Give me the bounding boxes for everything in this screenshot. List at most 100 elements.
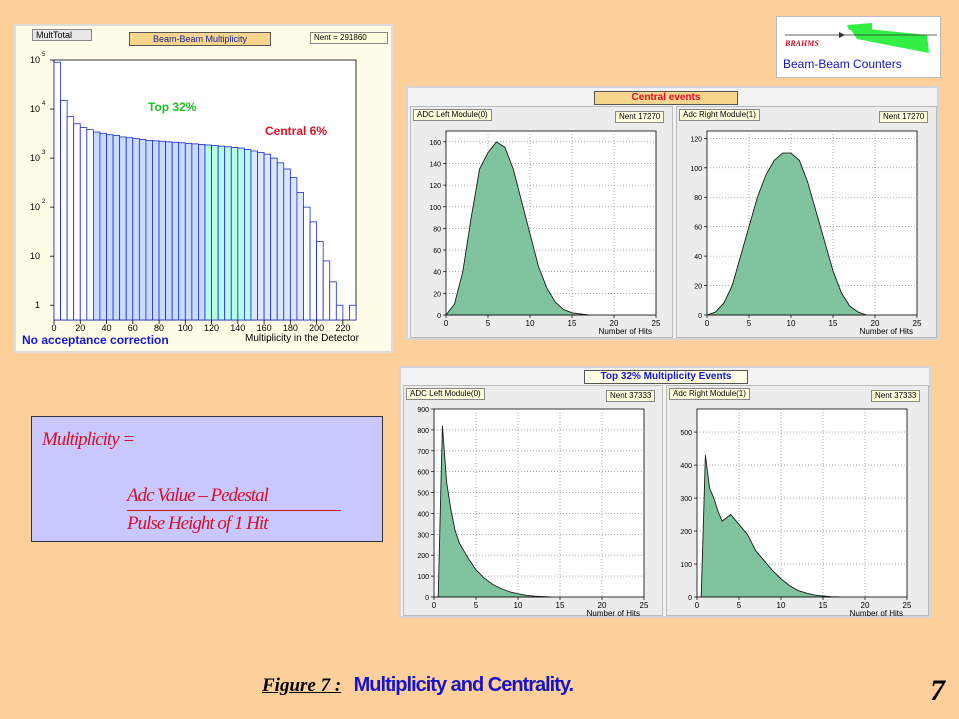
- x-tick-label: 25: [913, 319, 922, 328]
- y-tick-label: 40: [694, 254, 702, 261]
- y-tick-label: 200: [417, 553, 429, 560]
- x-tick-label: 80: [154, 323, 164, 333]
- x-tick-label: 15: [819, 601, 828, 610]
- x-tick-label: 0: [444, 319, 449, 328]
- x-axis-label: Number of Hits: [860, 327, 913, 336]
- histogram-area: [697, 455, 840, 598]
- histogram-bar: [152, 140, 160, 321]
- figure-caption: Figure 7 : Multiplicity and Centrality.: [262, 674, 574, 697]
- x-tick-label: 60: [128, 323, 138, 333]
- y-tick-label: 100: [680, 562, 692, 569]
- y-tick-label: 120: [429, 183, 441, 190]
- y-tick-label: 0: [437, 313, 441, 320]
- x-tick-label: 20: [75, 323, 85, 333]
- histogram-bar: [270, 157, 278, 321]
- histogram-bar: [303, 206, 311, 321]
- histogram-bar: [198, 144, 206, 321]
- histogram-bar: [119, 136, 127, 321]
- caption-text: Multiplicity and Centrality.: [353, 674, 574, 696]
- histogram-bar: [296, 191, 304, 321]
- x-tick-label: 0: [432, 601, 437, 610]
- central-events-banner: Central events: [594, 91, 738, 105]
- top32-left-plot: ADC Left Module(0) Nent 37333 0 5 10 15 20 25…: [403, 385, 663, 618]
- x-axis-label: Number of Hits: [599, 327, 652, 336]
- histogram-bar: [263, 153, 272, 321]
- x-tick-label: 10: [787, 319, 796, 328]
- y-tick-label: 400: [680, 463, 692, 470]
- x-tick-label: 0: [51, 323, 56, 333]
- x-tick-label: 15: [556, 601, 565, 610]
- page-number: 7: [930, 674, 945, 707]
- histogram-bar: [92, 131, 101, 321]
- top32-left-histogram: 0 5 10 15 20 25 0 100 200 300 400 500 600 700 800 900 Nu…: [417, 407, 649, 618]
- central-right-histogram: 0 5 10 15 20 25 0 20 40 60 80 100 120 Number of Hits: [690, 130, 922, 336]
- y-tick-label: 10: [30, 55, 40, 65]
- histogram-bar: [99, 132, 107, 321]
- y-tick-label: 700: [417, 449, 429, 456]
- histogram-bar: [211, 145, 219, 321]
- histogram-bar: [106, 134, 114, 321]
- histogram-bar: [316, 241, 324, 321]
- histogram-bar: [349, 304, 357, 321]
- y-tick-label: 60: [694, 225, 702, 232]
- formula-numerator: Adc Value – Pedestal: [127, 485, 269, 506]
- entries-label: Nent = 291860: [310, 32, 388, 44]
- histogram-bar: [112, 135, 121, 321]
- y-tick-label: 300: [417, 532, 429, 539]
- y-tick-label: 10: [30, 202, 40, 212]
- y-tick-label: 1: [35, 300, 40, 310]
- histogram-area: [445, 141, 589, 316]
- histogram-bar: [171, 141, 180, 321]
- x-tick-label: 160: [257, 323, 272, 333]
- central-left-plot: ADC Left Module(0) Nent 17270 0 5 10 15 20 25…: [410, 106, 673, 338]
- multiplicity-chart-panel: MultTotal Beam-Beam Multiplicity Nent = …: [14, 24, 393, 353]
- y-tick-label: 120: [690, 136, 702, 143]
- top32-left-title: ADC Left Module(0): [406, 388, 485, 400]
- histogram-bar: [250, 150, 258, 321]
- y-tick-label: 10: [30, 251, 40, 261]
- y-tick-label: 500: [417, 491, 429, 498]
- chart-title: Beam-Beam Multiplicity: [129, 32, 271, 46]
- histogram-bar: [237, 147, 245, 321]
- y-tick-label: 100: [429, 205, 441, 212]
- y-tick-exponent: 4: [42, 101, 46, 107]
- y-tick-exponent: 3: [42, 150, 46, 156]
- histogram-bar: [224, 146, 232, 321]
- y-tick-label: 300: [680, 496, 692, 503]
- y-tick-label: 100: [417, 574, 429, 581]
- x-tick-label: 220: [335, 323, 350, 333]
- y-tick-exponent: 2: [42, 199, 46, 205]
- histogram-bar: [230, 147, 239, 321]
- histogram-bar: [145, 139, 153, 321]
- x-tick-label: 0: [695, 601, 700, 610]
- histogram-bar: [243, 149, 252, 321]
- x-tick-label: 5: [474, 601, 479, 610]
- histogram-bar: [138, 139, 147, 321]
- histogram-bar: [309, 221, 318, 321]
- histogram-bar: [86, 129, 94, 321]
- y-tick-label: 20: [694, 284, 702, 291]
- x-tick-label: 20: [610, 319, 619, 328]
- histogram-bar: [60, 100, 68, 321]
- central-6-label: Central 6%: [265, 124, 328, 138]
- x-tick-label: 5: [747, 319, 752, 328]
- central-right-entries: Nent 17270: [879, 111, 929, 123]
- histogram-bar: [276, 162, 285, 321]
- x-tick-label: 40: [102, 323, 112, 333]
- x-axis-label: Number of Hits: [587, 609, 640, 618]
- formula-denominator: Pulse Height of 1 Hit: [127, 513, 268, 534]
- x-tick-label: 10: [526, 319, 535, 328]
- histogram-bar: [125, 137, 134, 321]
- x-tick-label: 100: [178, 323, 193, 333]
- x-tick-label: 20: [871, 319, 880, 328]
- y-tick-label: 900: [417, 407, 429, 414]
- histogram-bar: [165, 141, 173, 321]
- central-left-title: ADC Left Module(0): [413, 109, 492, 121]
- no-acceptance-note: No acceptance correction: [22, 333, 169, 347]
- histogram-bar: [329, 281, 337, 321]
- x-tick-label: 15: [568, 319, 577, 328]
- y-tick-label: 800: [417, 428, 429, 435]
- histogram-bar: [73, 123, 81, 321]
- x-tick-label: 15: [829, 319, 838, 328]
- x-tick-label: 10: [777, 601, 786, 610]
